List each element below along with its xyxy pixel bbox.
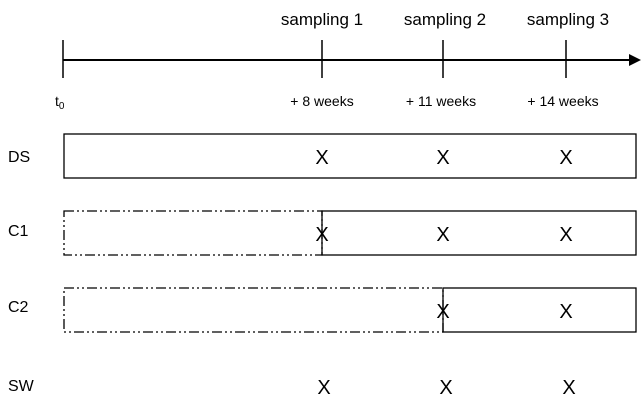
sampling-2-time: + 11 weeks [406,93,476,109]
timeline: sampling 1 sampling 2 sampling 3 t0 + 8 … [55,10,641,112]
sampling-3-time: + 14 weeks [527,93,598,109]
start-time-t: t [55,93,59,109]
row-sw: SW X X X [8,377,576,399]
timeline-arrowhead [629,54,641,66]
row-c2-bar [442,287,637,333]
sampling-2-label: sampling 2 [404,10,486,29]
row-ds-label: DS [8,149,30,166]
row-sw-mark-2: X [439,377,452,399]
row-sw-mark-3: X [562,377,575,399]
row-c2-label: C2 [8,299,29,316]
row-ds-mark-3: X [559,147,572,169]
row-c1-dashed-period [63,210,323,256]
row-c1-mark-2: X [436,224,449,246]
row-c1-mark-1: X [315,224,328,246]
sampling-1-label: sampling 1 [281,10,363,29]
row-c1: C1 X X X [8,210,637,256]
row-ds-mark-2: X [436,147,449,169]
row-ds-mark-1: X [315,147,328,169]
row-c2-mark-1: X [436,301,449,323]
start-time-label: t0 [55,93,65,112]
row-sw-label: SW [8,378,35,395]
row-c1-bar [321,210,637,256]
sampling-3-label: sampling 3 [527,10,609,29]
row-c2-dashed-period [63,287,444,333]
row-ds-bar [63,133,637,179]
row-c2-mark-2: X [559,301,572,323]
start-time-subscript: 0 [59,101,65,112]
row-c2: C2 X X [8,287,637,333]
row-c1-label: C1 [8,223,29,240]
row-sw-mark-1: X [317,377,330,399]
row-c1-mark-3: X [559,224,572,246]
sampling-1-time: + 8 weeks [290,93,353,109]
row-ds: DS X X X [8,133,637,179]
